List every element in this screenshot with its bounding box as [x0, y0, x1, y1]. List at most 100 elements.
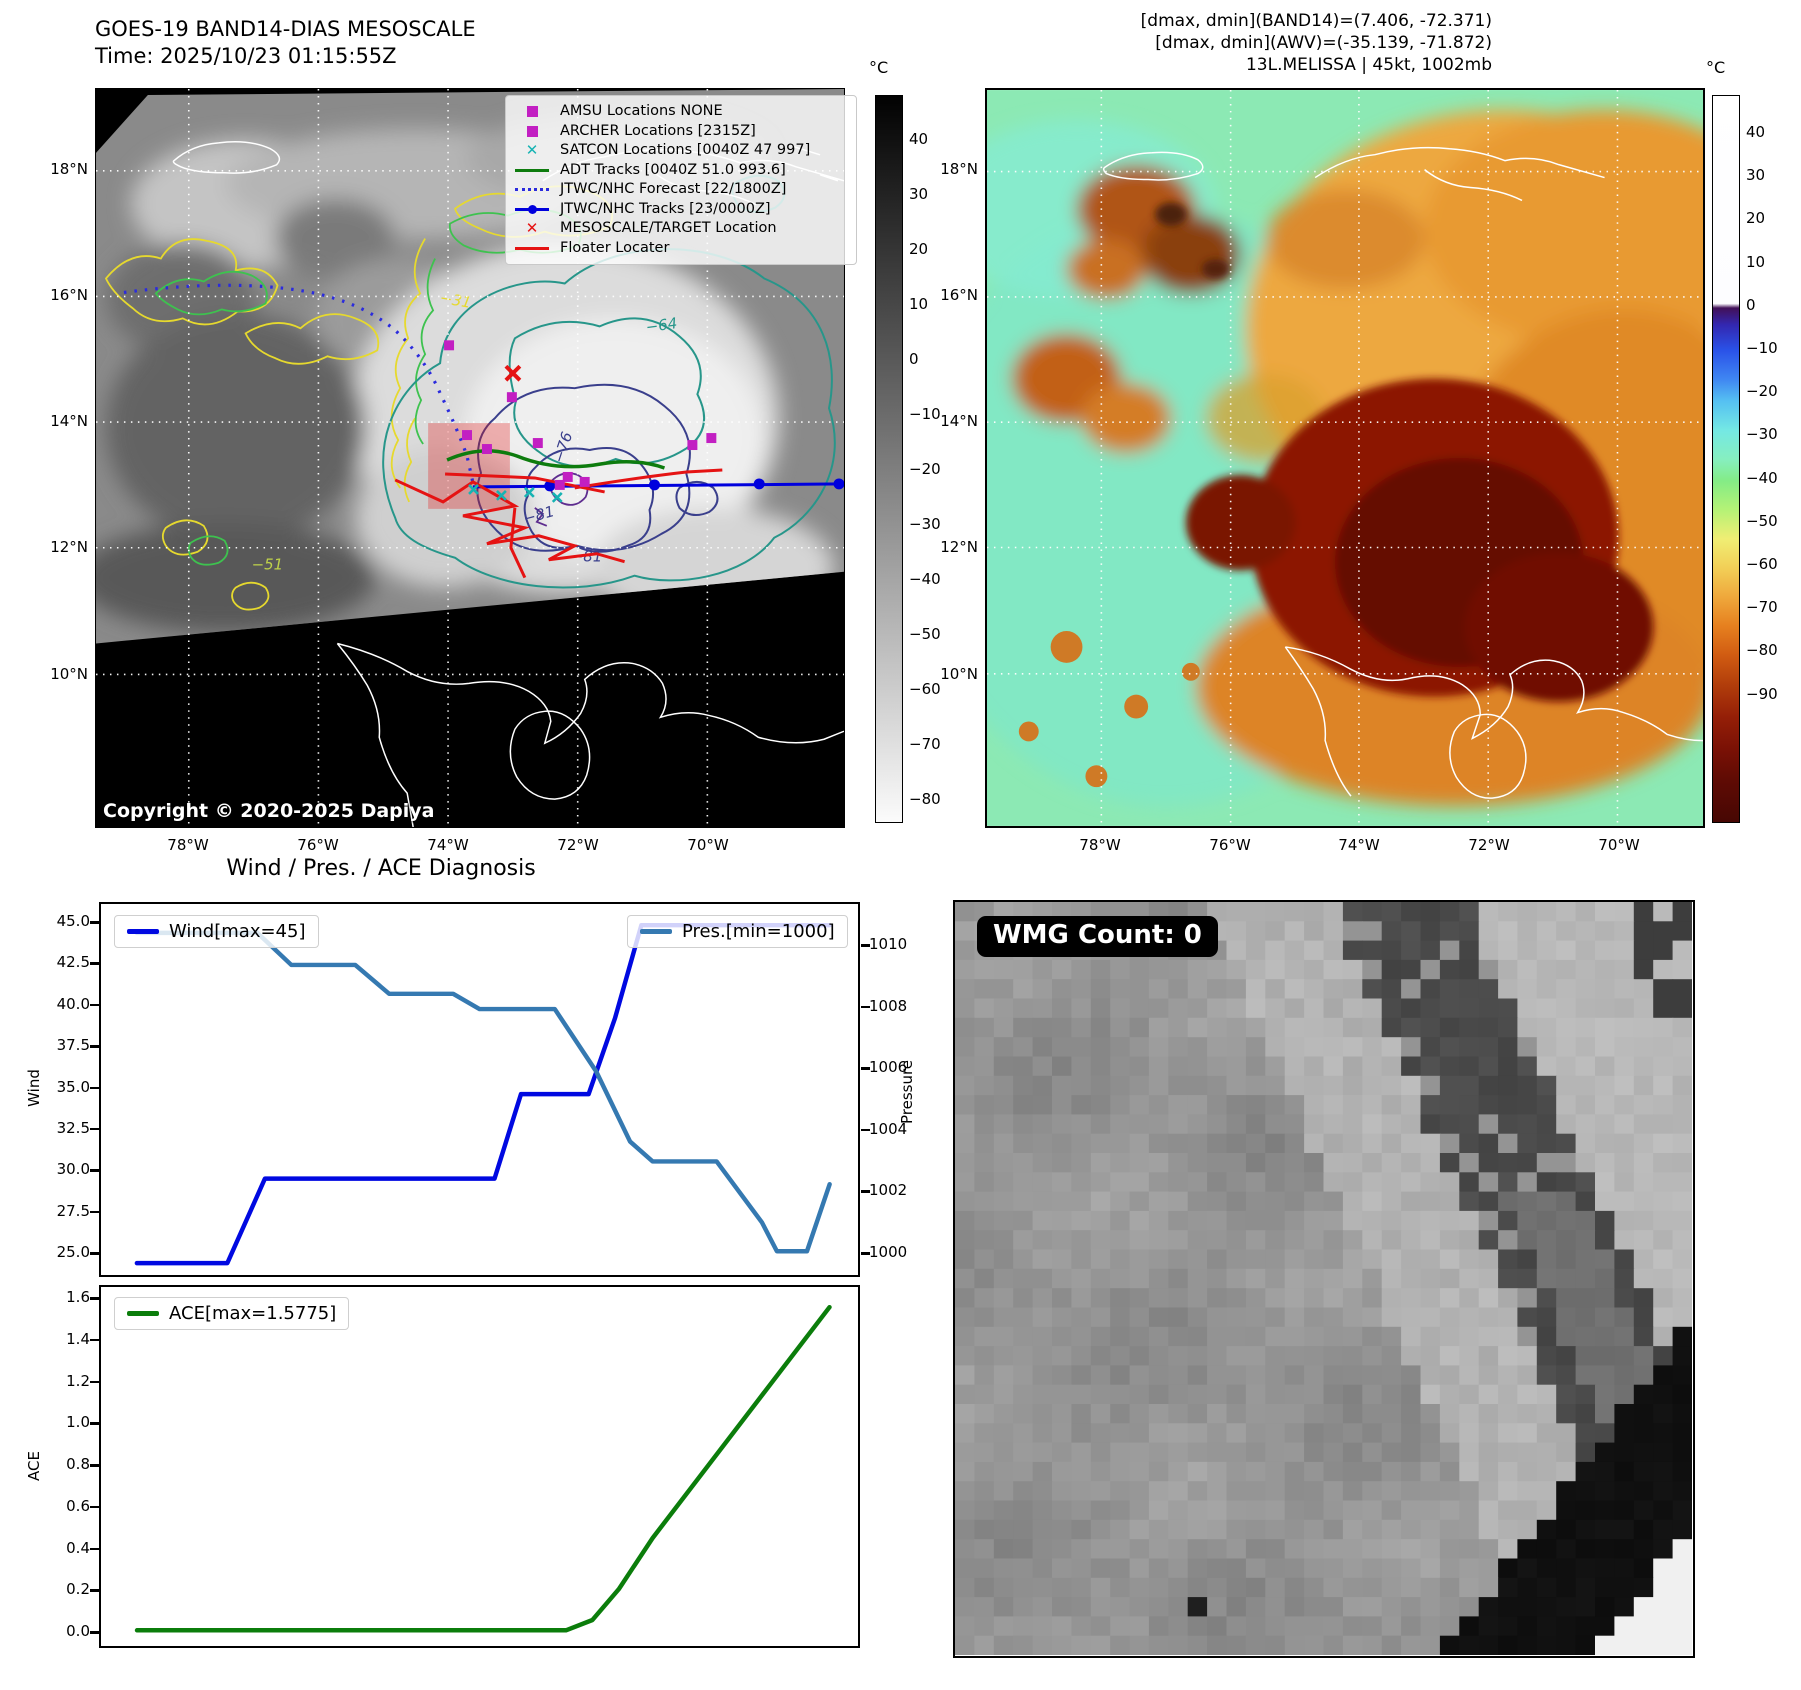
- x-marker-icon: ✕: [525, 219, 539, 238]
- band14-lat-label: 16°N: [50, 286, 88, 304]
- awv-header: [dmax, dmin](BAND14)=(7.406, -72.371) [d…: [1100, 10, 1492, 76]
- ace-tick-label: 1.6: [66, 1288, 90, 1306]
- awv-lat-label: 10°N: [940, 665, 978, 683]
- ace-tick-mark: [90, 1505, 99, 1509]
- awv-colorbar-tick-label: −70: [1746, 598, 1778, 617]
- satcon-markers: [468, 484, 563, 503]
- wind-pressure-plot-area: [134, 922, 832, 1266]
- pressure-tick-mark: [861, 944, 870, 947]
- band14-lat-label: 12°N: [50, 538, 88, 556]
- legend-row: ✕ MESOSCALE/TARGET Location: [512, 219, 848, 239]
- graticule: [987, 90, 1703, 826]
- wind-tick-label: 35.0: [56, 1077, 90, 1096]
- ace-legend: ACE[max=1.5775]: [114, 1297, 350, 1330]
- ace-tick-mark: [90, 1422, 99, 1425]
- ace-tick-mark: [90, 1631, 99, 1634]
- band14-colorbar-tick-label: 20: [909, 240, 929, 258]
- mesoscale-target-marker: [504, 364, 522, 382]
- wind-tick-mark: [90, 1210, 99, 1214]
- band14-colorbar-tick-label: 0: [909, 350, 919, 368]
- band14-lat-label: 10°N: [50, 665, 88, 683]
- pressure-tick-mark: [861, 1067, 870, 1070]
- pressure-tick-mark: [861, 1128, 870, 1132]
- wind-tick-mark: [90, 962, 99, 965]
- contour-label--51: −51: [252, 556, 284, 574]
- line-marker-icon: [512, 168, 552, 172]
- awv-lat-label: 12°N: [940, 538, 978, 556]
- band14-lat-label: 18°N: [50, 160, 88, 178]
- ace-tick-label: 0.8: [66, 1455, 90, 1473]
- wind-tick-label: 45.0: [56, 912, 90, 930]
- pressure-tick-label: 1006: [869, 1058, 908, 1077]
- wind-tick-label: 30.0: [56, 1160, 90, 1179]
- jtwc-past-track: [472, 478, 844, 492]
- wind-axis-label: Wind: [25, 1069, 43, 1107]
- wmg-count-badge: WMG Count: 0: [977, 916, 1218, 957]
- ace-tick-label: 0.4: [66, 1538, 90, 1557]
- legend-row: JTWC/NHC Tracks [23/0000Z]: [512, 200, 848, 220]
- awv-lon-label: 70°W: [1598, 836, 1640, 854]
- diagnosis-title: Wind / Pres. / ACE Diagnosis: [226, 856, 536, 881]
- awv-colorbar-tick-label: 0: [1746, 295, 1756, 314]
- awv-colorbar-tick-label: −10: [1746, 339, 1778, 357]
- pressure-legend-swatch: [640, 929, 672, 934]
- band14-lon-label: 70°W: [687, 836, 729, 854]
- band14-colorbar-tick-label: −40: [909, 570, 941, 588]
- wind-tick-label: 37.5: [56, 1036, 90, 1055]
- wind-legend-swatch: [127, 929, 159, 934]
- pressure-tick-mark: [861, 1190, 870, 1193]
- pressure-tick-label: 1010: [869, 935, 908, 953]
- pressure-series-line: [134, 930, 832, 1254]
- awv-colorbar-tick-label: −30: [1746, 425, 1778, 444]
- band14-colorbar-tick-label: 10: [909, 295, 929, 313]
- pressure-legend: Pres.[min=1000]: [627, 915, 848, 948]
- band14-colorbar-tick-label: −70: [909, 735, 941, 753]
- band14-colorbar-tick-label: −50: [909, 625, 941, 643]
- awv-map: [985, 88, 1705, 828]
- legend-row-label: ADT Tracks [0040Z 51.0 993.6]: [560, 161, 786, 178]
- x-marker-icon: ✕: [525, 141, 539, 160]
- ace-tick-mark: [90, 1297, 99, 1300]
- ace-tick-mark: [90, 1589, 99, 1592]
- wind-series-line: [134, 922, 832, 1266]
- ace-chart: [99, 1285, 860, 1648]
- dotted-line-icon: [512, 188, 552, 192]
- legend-row: JTWC/NHC Forecast [22/1800Z]: [512, 180, 848, 200]
- ace-series-line: [134, 1304, 832, 1633]
- legend-row: ARCHER Locations [2315Z]: [512, 122, 848, 142]
- band14-colorbar-tick-label: −20: [909, 460, 941, 478]
- cold-contours-navy: [476, 383, 719, 553]
- wind-tick-mark: [90, 1252, 99, 1255]
- ir-cloud-imagery: [96, 89, 844, 644]
- ace-tick-label: 1.2: [66, 1371, 90, 1390]
- ace-tick-mark: [90, 1464, 99, 1467]
- archer-amsu-markers: [444, 340, 717, 490]
- legend-row-label: JTWC/NHC Forecast [22/1800Z]: [560, 181, 787, 197]
- band14-colorbar-unit: °C: [869, 58, 889, 77]
- pressure-tick-label: 1000: [869, 1243, 908, 1261]
- awv-colorbar: [1712, 95, 1740, 823]
- awv-colorbar-tick-label: −20: [1746, 382, 1778, 401]
- wind-tick-mark: [90, 1045, 99, 1048]
- ace-tick-label: 0.0: [66, 1622, 90, 1640]
- band14-colorbar-tick-label: −30: [909, 515, 941, 533]
- wind-tick-label: 42.5: [56, 953, 90, 972]
- wind-legend-label: Wind[max=45]: [169, 921, 306, 942]
- wind-tick-mark: [90, 921, 99, 924]
- awv-colorbar-tick-label: −80: [1746, 641, 1778, 660]
- legend-row: ADT Tracks [0040Z 51.0 993.6]: [512, 161, 848, 181]
- contour-value-labels: −64 −76 −81 −81 −31 −51: [252, 289, 679, 574]
- awv-lat-label: 18°N: [940, 160, 978, 178]
- jtwc-forecast-track: [123, 283, 475, 484]
- wind-tick-mark: [90, 1169, 99, 1172]
- awv-lat-label: 14°N: [940, 412, 978, 430]
- awv-colorbar-tick-label: 20: [1746, 209, 1766, 228]
- storm-status-line: 13L.MELISSA | 45kt, 1002mb: [1245, 55, 1492, 75]
- square-marker-icon: [512, 125, 552, 137]
- legend-row-label: ARCHER Locations [2315Z]: [560, 122, 756, 139]
- wind-tick-label: 40.0: [56, 994, 90, 1013]
- legend-row-label: AMSU Locations NONE: [560, 103, 723, 119]
- awv-lon-label: 72°W: [1468, 836, 1510, 854]
- legend-row-label: MESOSCALE/TARGET Location: [560, 220, 777, 236]
- legend-row-label: JTWC/NHC Tracks [23/0000Z]: [560, 200, 771, 217]
